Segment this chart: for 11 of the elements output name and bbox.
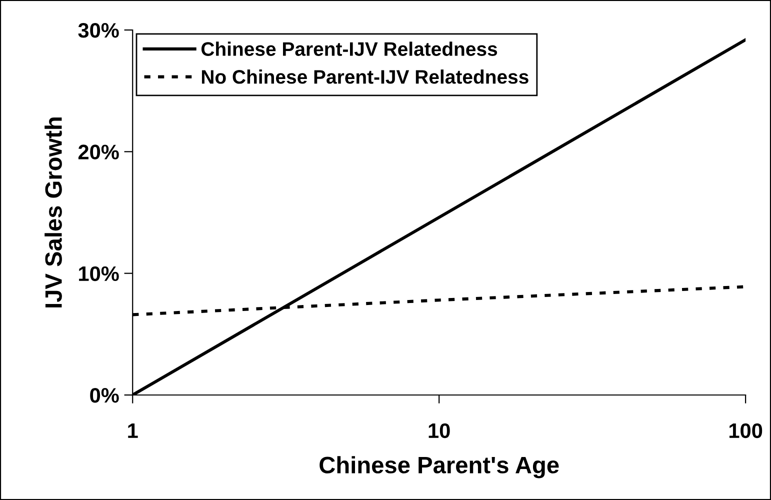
x-tick-label: 100 — [729, 423, 762, 438]
x-tick-label: 10 — [428, 423, 450, 438]
y-tick-label: 20% — [78, 144, 119, 160]
legend-label: Chinese Parent-IJV Relatedness — [201, 42, 498, 56]
y-axis-title: IJV Sales Growth — [44, 118, 62, 308]
x-tick-label: 1 — [128, 424, 138, 438]
y-tick-label: 0% — [90, 388, 119, 403]
y-tick-label: 10% — [79, 266, 119, 282]
x-axis-title: Chinese Parent's Age — [320, 456, 559, 478]
y-tick-label: 30% — [78, 23, 119, 38]
legend-label: No Chinese Parent-IJV Relatedness — [202, 70, 528, 84]
